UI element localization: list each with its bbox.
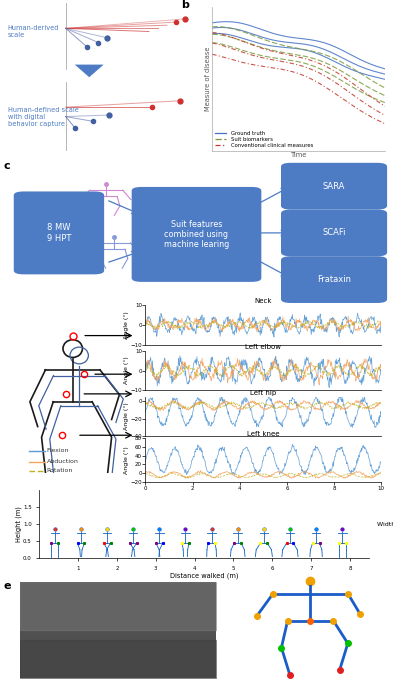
Text: Sensors: Sensors [74, 67, 104, 73]
X-axis label: Time (s): Time (s) [249, 492, 277, 499]
Text: Human-derived
scale: Human-derived scale [8, 25, 59, 38]
Text: Human-defined scale
with digital
behavior capture: Human-defined scale with digital behavio… [8, 107, 79, 127]
Text: a: a [1, 0, 8, 2]
Text: Suit features
combined using
machine learing: Suit features combined using machine lea… [164, 219, 229, 249]
Text: Abduction: Abduction [47, 459, 79, 464]
FancyBboxPatch shape [14, 191, 104, 274]
Y-axis label: Angle (°): Angle (°) [124, 403, 129, 430]
X-axis label: Time: Time [290, 152, 307, 158]
Text: c: c [4, 160, 11, 171]
Text: SARA: SARA [323, 182, 345, 190]
Text: Frataxin: Frataxin [317, 275, 351, 284]
Title: Left elbow: Left elbow [245, 344, 281, 349]
Text: Rotation: Rotation [47, 468, 73, 473]
FancyBboxPatch shape [12, 578, 224, 682]
FancyBboxPatch shape [281, 163, 387, 210]
Text: SCAFi: SCAFi [322, 228, 346, 238]
Text: Flexion: Flexion [47, 449, 69, 453]
Title: Left hip: Left hip [250, 390, 276, 395]
Text: Width (m): Width (m) [377, 521, 393, 527]
Y-axis label: Angle (°): Angle (°) [124, 357, 129, 384]
Legend: Ground truth, Suit biomarkers, Conventional clinical measures: Ground truth, Suit biomarkers, Conventio… [215, 131, 313, 148]
Y-axis label: Height (m): Height (m) [15, 506, 22, 542]
Text: e: e [4, 581, 11, 590]
Text: 8 MW
9 HPT: 8 MW 9 HPT [47, 223, 71, 242]
FancyBboxPatch shape [281, 210, 387, 256]
Title: Left knee: Left knee [247, 431, 279, 436]
Y-axis label: Measure of disease: Measure of disease [205, 47, 211, 111]
FancyBboxPatch shape [132, 187, 261, 282]
Text: b: b [181, 0, 189, 10]
Title: Neck: Neck [255, 298, 272, 303]
Y-axis label: Angle (°): Angle (°) [124, 311, 129, 338]
Y-axis label: Angle (°): Angle (°) [124, 446, 129, 474]
Polygon shape [75, 64, 104, 77]
X-axis label: Distance walked (m): Distance walked (m) [170, 572, 239, 579]
FancyBboxPatch shape [281, 256, 387, 303]
